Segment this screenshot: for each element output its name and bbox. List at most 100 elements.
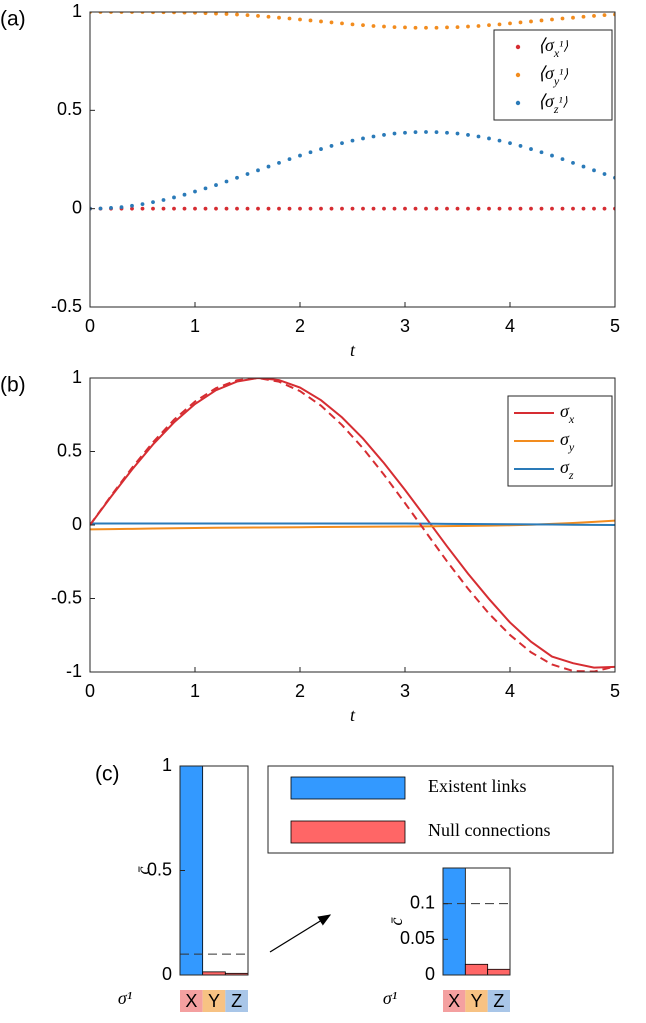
- category-box: [465, 990, 488, 1012]
- point: [392, 206, 397, 211]
- point: [487, 206, 491, 211]
- y-tick-label: 1: [72, 1, 82, 21]
- point: [550, 206, 554, 211]
- point: [182, 192, 187, 197]
- point: [109, 205, 113, 210]
- point: [193, 206, 197, 211]
- point: [277, 160, 281, 165]
- legend-label: Existent links: [428, 776, 527, 796]
- point: [256, 14, 260, 18]
- point: [140, 202, 145, 207]
- point: [445, 25, 449, 30]
- point: [151, 12, 155, 15]
- legend-box: [493, 29, 613, 121]
- point: [235, 206, 239, 211]
- point: [466, 206, 470, 211]
- point: [245, 13, 250, 18]
- legend-label: Null connections: [428, 820, 550, 840]
- point: [560, 16, 565, 21]
- data-layer: [180, 766, 248, 975]
- y-tick-label: 0.05: [400, 928, 435, 948]
- point: [424, 25, 428, 30]
- line: [90, 378, 615, 672]
- point: [424, 206, 428, 211]
- point: [592, 206, 596, 211]
- y-tick-label: 0.5: [147, 859, 172, 879]
- point: [319, 206, 323, 211]
- point: [434, 206, 439, 211]
- point: [161, 12, 166, 15]
- point: [371, 134, 376, 139]
- point: [497, 206, 502, 211]
- point: [518, 144, 523, 148]
- point: [172, 12, 176, 15]
- x-tick-label: 1: [190, 681, 200, 701]
- x-tick-label: 5: [610, 681, 620, 701]
- point: [529, 206, 533, 211]
- point: [382, 133, 386, 137]
- axes-frame: [89, 11, 616, 308]
- point: [245, 172, 250, 176]
- point: [529, 19, 533, 24]
- x-axis-label: σ¹: [383, 988, 397, 1008]
- point: [256, 206, 260, 211]
- legend-label: ⟨σz¹⟩: [538, 91, 568, 116]
- panel-label: (c): [95, 763, 120, 786]
- point: [487, 23, 491, 28]
- point: [476, 206, 481, 211]
- point: [203, 206, 208, 211]
- point: [266, 164, 271, 169]
- x-tick-label: 2: [295, 681, 305, 701]
- point: [455, 206, 460, 211]
- point: [350, 206, 355, 211]
- point: [445, 206, 449, 211]
- point: [340, 206, 344, 211]
- point: [151, 200, 155, 205]
- point: [172, 206, 176, 211]
- x-tick-label: 3: [400, 316, 410, 336]
- point: [235, 12, 239, 17]
- point: [130, 203, 134, 208]
- point: [329, 20, 334, 25]
- data-layer: [90, 378, 615, 672]
- bar: [180, 766, 204, 975]
- point: [508, 21, 512, 26]
- point: [182, 12, 187, 15]
- category-box: [180, 990, 203, 1012]
- point: [466, 24, 470, 29]
- point: [602, 172, 607, 176]
- data-layer: [90, 12, 615, 211]
- point: [350, 138, 355, 143]
- point: [413, 130, 418, 135]
- point: [119, 205, 124, 209]
- point: [455, 131, 460, 136]
- y-axis-label: c̄: [133, 866, 153, 875]
- point: [382, 206, 386, 211]
- point: [235, 175, 239, 180]
- y-tick-label: 1: [162, 755, 172, 775]
- panel-label: (b): [0, 374, 26, 397]
- point: [298, 153, 302, 158]
- point: [560, 206, 565, 211]
- point: [508, 206, 512, 211]
- point: [392, 25, 397, 30]
- point: [350, 22, 355, 27]
- point: [340, 21, 344, 26]
- category-label: Z: [231, 991, 242, 1011]
- legend-marker: [515, 72, 521, 78]
- x-tick-label: 1: [190, 316, 200, 336]
- point: [193, 189, 197, 194]
- x-axis-label: σ¹: [118, 988, 132, 1008]
- point: [581, 164, 586, 169]
- point: [256, 168, 260, 173]
- point: [172, 195, 176, 200]
- x-tick-label: 0: [85, 316, 95, 336]
- legend-label: ⟨σx¹⟩: [538, 35, 568, 60]
- point: [518, 206, 523, 211]
- line: [90, 378, 615, 669]
- point: [571, 15, 575, 20]
- y-tick-label: 0: [72, 514, 82, 534]
- point: [308, 18, 313, 23]
- point: [434, 25, 439, 30]
- point: [371, 206, 376, 211]
